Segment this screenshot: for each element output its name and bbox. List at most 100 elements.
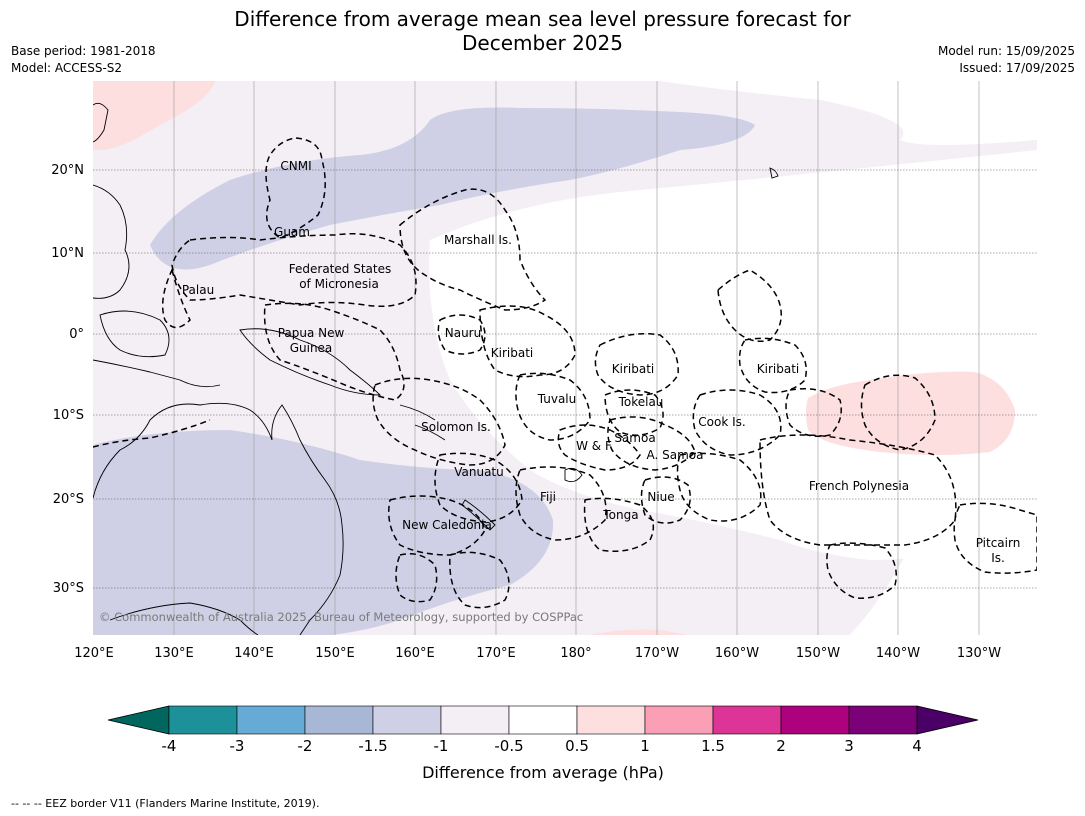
colorbar: -4 -3 -2 -1.5 -1 -0.5 0.5 1 1.5 2 3 4 Difference fr… (107, 705, 979, 782)
near-average-zone (429, 150, 1037, 560)
eez-kiribati-phoenix (594, 333, 679, 396)
north-low-pressure-patch (150, 107, 755, 270)
lat-tick: 30°S (53, 581, 84, 596)
lat-tick: 20°S (53, 492, 84, 507)
region-label-tuvalu: Tuvalu (537, 392, 577, 406)
region-label-fsm-1: Federated States (289, 262, 391, 276)
lon-tick: 140°E (234, 646, 274, 661)
meta-right: Model run: 15/09/2025 Issued: 17/09/2025 (938, 43, 1075, 77)
colorbar-cell (644, 705, 714, 735)
region-label-kiribati-central: Kiribati (612, 362, 654, 376)
hawaii-coast (769, 167, 779, 179)
timor-coast (93, 359, 221, 388)
region-label-pitcairn-1: Pitcairn (976, 536, 1021, 550)
title-line-1: Difference from average mean sea level p… (234, 7, 851, 31)
colorbar-tick-label: 1.5 (701, 737, 725, 755)
colorbar-tick-label: -4 (162, 737, 177, 755)
region-label-niue: Niue (647, 490, 674, 504)
eez-nauru (437, 314, 486, 355)
lon-tick: 180° (560, 646, 591, 661)
lon-tick: 170°E (476, 646, 516, 661)
eez-samoa (607, 416, 696, 471)
region-label-kiribati-east: Kiribati (757, 362, 799, 376)
lon-tick: 130°E (154, 646, 194, 661)
eez-tonga (583, 497, 655, 552)
lon-tick: 160°E (395, 646, 435, 661)
colorbar-tick-label: -1 (434, 737, 449, 755)
meta-left: Base period: 1981-2018 Model: ACCESS-S2 (11, 43, 156, 77)
eez-fsm (171, 233, 417, 307)
region-labels: CNMI Guam Marshall Is. Federated States … (182, 159, 1020, 565)
colorbar-tick-label: -2 (298, 737, 313, 755)
eez-niue (640, 476, 691, 524)
colorbar-under-arrow (107, 705, 170, 735)
southeast-white-zone (850, 500, 1037, 635)
eez-kiribati-line-south (738, 337, 807, 394)
eez-cook-islands-north (692, 389, 782, 456)
solomon-islands-coast (399, 404, 446, 441)
colorbar-title: Difference from average (hPa) (422, 763, 664, 782)
region-label-cook: Cook Is. (698, 415, 745, 429)
australia-south-coast (109, 602, 259, 635)
longitude-gridlines (173, 81, 980, 635)
colorbar-cell (576, 705, 646, 735)
lon-tick: 120°E (74, 646, 114, 661)
colorbar-cell (440, 705, 510, 735)
north-white-zone (660, 81, 1037, 145)
eez-vanuatu (434, 452, 523, 523)
region-label-solomon: Solomon Is. (421, 420, 491, 434)
new-caledonia-coast (461, 499, 496, 531)
eez-footnote: -- -- -- EEZ border V11 (Flanders Marine… (11, 797, 320, 810)
coastlines (93, 102, 779, 635)
eez-palau (161, 267, 191, 329)
taiwan-coast (93, 102, 109, 143)
lon-tick: 150°W (796, 646, 840, 661)
colorbar-tick-labels: -4 -3 -2 -1.5 -1 -0.5 0.5 1 1.5 2 3 4 (162, 737, 922, 755)
indonesia-coast (99, 310, 170, 358)
colorbar-cell (236, 705, 306, 735)
south-high-pressure-patch (590, 629, 688, 635)
region-label-kiribati-west: Kiribati (491, 346, 533, 360)
eez-kiribati-west (479, 305, 576, 378)
region-label-pitcairn-2: Is. (991, 551, 1005, 565)
model-run: Model run: 15/09/2025 (937, 44, 1075, 58)
eez-png (263, 302, 405, 401)
region-label-french-polynesia: French Polynesia (809, 479, 909, 493)
eez-wallis-futuna (557, 424, 641, 471)
eez-borders (93, 137, 1037, 609)
colorbar-cells (168, 705, 918, 735)
eez-norfolk (449, 551, 510, 609)
eez-cook-islands-south (676, 452, 762, 522)
eez-fiji (515, 466, 607, 541)
region-label-tonga: Tonga (602, 508, 638, 522)
base-period: Base period: 1981-2018 (11, 44, 156, 58)
lat-tick: 0° (69, 327, 84, 342)
region-label-fsm-2: of Micronesia (299, 277, 379, 291)
lon-tick: 160°W (715, 646, 759, 661)
region-label-guam: Guam (274, 225, 310, 239)
region-label-samoa: Samoa (614, 431, 655, 445)
colorbar-tick-label: 1 (640, 737, 650, 755)
region-label-new-caledonia: New Caledonia (402, 518, 492, 532)
colorbar-tick-label: 0.5 (565, 737, 589, 755)
latitude-tick-labels: 20°N 10°N 0° 10°S 20°S 30°S (51, 163, 84, 596)
model-name: Model: ACCESS-S2 (11, 61, 123, 75)
region-label-fiji: Fiji (540, 490, 556, 504)
region-label-vanuatu: Vanuatu (454, 465, 504, 479)
colorbar-cell (712, 705, 782, 735)
map-plot-area: CNMI Guam Marshall Is. Federated States … (93, 81, 1037, 635)
northwest-high-pressure-patch (93, 81, 215, 150)
eez-pitcairn (953, 502, 1037, 574)
colorbar-over-arrow (916, 705, 979, 735)
lon-tick: 130°W (957, 646, 1001, 661)
eez-marshall-islands (399, 188, 547, 311)
lat-tick: 10°N (51, 246, 84, 261)
colorbar-tick-label: -3 (230, 737, 245, 755)
french-polynesia-high-pressure-patch (806, 371, 1015, 455)
region-label-png-1: Papua New (278, 326, 345, 340)
latitude-gridlines (93, 169, 1037, 589)
longitude-tick-labels: 120°E 130°E 140°E 150°E 160°E 170°E 180°… (74, 646, 1001, 661)
colorbar-cell (372, 705, 442, 735)
png-coast (239, 328, 382, 396)
